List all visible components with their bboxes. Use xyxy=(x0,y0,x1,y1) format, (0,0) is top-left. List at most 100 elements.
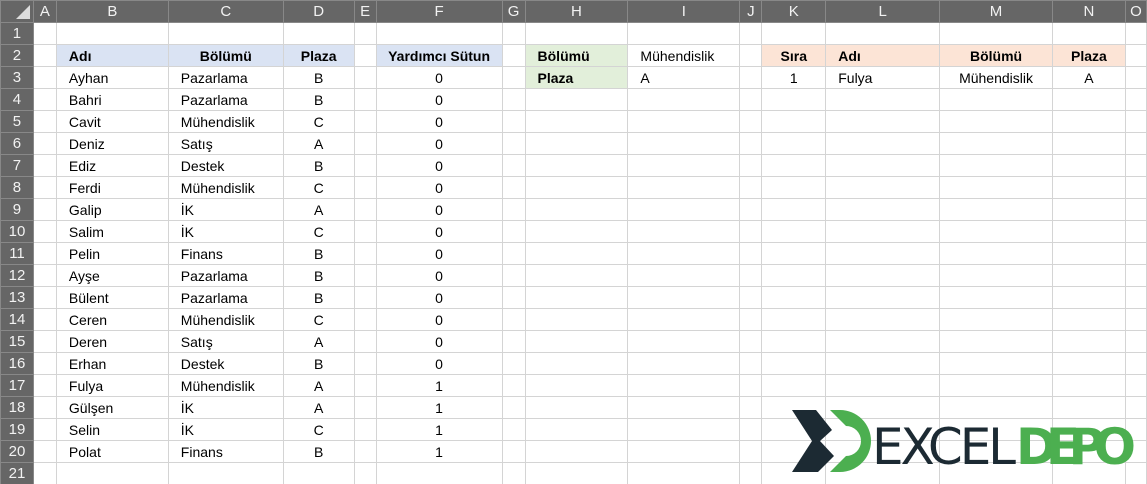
cell-L5[interactable] xyxy=(825,110,941,133)
cell-E14[interactable] xyxy=(353,308,377,331)
cell-M8[interactable] xyxy=(939,176,1053,199)
cell-K9[interactable] xyxy=(761,198,827,221)
cell-N8[interactable] xyxy=(1051,176,1126,199)
cell-M6[interactable] xyxy=(939,132,1053,155)
cell-M10[interactable] xyxy=(939,220,1053,243)
cell-D19[interactable]: C xyxy=(282,418,355,441)
row-header-13[interactable]: 13 xyxy=(0,286,34,309)
row-header-18[interactable]: 18 xyxy=(0,396,34,419)
cell-K12[interactable] xyxy=(761,264,827,287)
cell-F10[interactable]: 0 xyxy=(375,220,503,243)
cell-N6[interactable] xyxy=(1051,132,1126,155)
cell-L7[interactable] xyxy=(825,154,941,177)
row-header-8[interactable]: 8 xyxy=(0,176,34,199)
cell-D12[interactable]: B xyxy=(282,264,355,287)
cell-F15[interactable]: 0 xyxy=(375,330,503,353)
cell-C19[interactable]: İK xyxy=(167,418,284,441)
cell-C11[interactable]: Finans xyxy=(167,242,284,265)
row-header-10[interactable]: 10 xyxy=(0,220,34,243)
cell-H15[interactable] xyxy=(524,330,629,353)
cell-O4[interactable] xyxy=(1124,88,1147,111)
cell-H18[interactable] xyxy=(524,396,629,419)
cell-C10[interactable]: İK xyxy=(167,220,284,243)
row-header-3[interactable]: 3 xyxy=(0,66,34,89)
cell-E8[interactable] xyxy=(353,176,377,199)
cell-B18[interactable]: Gülşen xyxy=(55,396,169,419)
cell-J4[interactable] xyxy=(739,88,763,111)
cell-J11[interactable] xyxy=(739,242,763,265)
column-header-J[interactable]: J xyxy=(739,0,763,23)
cell-B9[interactable]: Galip xyxy=(55,198,169,221)
cell-J2[interactable] xyxy=(739,44,763,67)
cell-F3[interactable]: 0 xyxy=(375,66,503,89)
cell-H9[interactable] xyxy=(524,198,629,221)
cell-N17[interactable] xyxy=(1051,374,1126,397)
cell-M1[interactable] xyxy=(939,22,1053,45)
cell-F19[interactable]: 1 xyxy=(375,418,503,441)
column-header-E[interactable]: E xyxy=(353,0,377,23)
cell-M14[interactable] xyxy=(939,308,1053,331)
cell-H11[interactable] xyxy=(524,242,629,265)
cell-F20[interactable]: 1 xyxy=(375,440,503,463)
cell-D21[interactable] xyxy=(282,462,355,484)
cell-I20[interactable] xyxy=(627,440,741,463)
cell-L13[interactable] xyxy=(825,286,941,309)
cell-I11[interactable] xyxy=(627,242,741,265)
cell-G9[interactable] xyxy=(501,198,526,221)
cell-H8[interactable] xyxy=(524,176,629,199)
cell-H21[interactable] xyxy=(524,462,629,484)
cell-E11[interactable] xyxy=(353,242,377,265)
column-header-B[interactable]: B xyxy=(55,0,169,23)
cell-L2[interactable]: Adı xyxy=(825,44,941,67)
row-header-9[interactable]: 9 xyxy=(0,198,34,221)
cell-B12[interactable]: Ayşe xyxy=(55,264,169,287)
cell-A17[interactable] xyxy=(32,374,57,397)
cell-F11[interactable]: 0 xyxy=(375,242,503,265)
cell-B15[interactable]: Deren xyxy=(55,330,169,353)
cell-A15[interactable] xyxy=(32,330,57,353)
cell-J18[interactable] xyxy=(739,396,763,419)
cell-K8[interactable] xyxy=(761,176,827,199)
cell-C2[interactable]: Bölümü xyxy=(167,44,284,67)
cell-H12[interactable] xyxy=(524,264,629,287)
cell-H3[interactable]: Plaza xyxy=(524,66,629,89)
cell-C16[interactable]: Destek xyxy=(167,352,284,375)
cell-D3[interactable]: B xyxy=(282,66,355,89)
cell-B4[interactable]: Bahri xyxy=(55,88,169,111)
cell-B20[interactable]: Polat xyxy=(55,440,169,463)
cell-N15[interactable] xyxy=(1051,330,1126,353)
cell-E18[interactable] xyxy=(353,396,377,419)
cell-I1[interactable] xyxy=(627,22,741,45)
cell-F13[interactable]: 0 xyxy=(375,286,503,309)
cell-N9[interactable] xyxy=(1051,198,1126,221)
cell-C9[interactable]: İK xyxy=(167,198,284,221)
cell-B19[interactable]: Selin xyxy=(55,418,169,441)
cell-A14[interactable] xyxy=(32,308,57,331)
cell-G17[interactable] xyxy=(501,374,526,397)
cell-K13[interactable] xyxy=(761,286,827,309)
cell-G16[interactable] xyxy=(501,352,526,375)
cell-L9[interactable] xyxy=(825,198,941,221)
cell-L11[interactable] xyxy=(825,242,941,265)
cell-G20[interactable] xyxy=(501,440,526,463)
cell-I17[interactable] xyxy=(627,374,741,397)
cell-A21[interactable] xyxy=(32,462,57,484)
cell-J19[interactable] xyxy=(739,418,763,441)
cell-C15[interactable]: Satış xyxy=(167,330,284,353)
column-header-O[interactable]: O xyxy=(1124,0,1147,23)
cell-J15[interactable] xyxy=(739,330,763,353)
cell-D15[interactable]: A xyxy=(282,330,355,353)
cell-I8[interactable] xyxy=(627,176,741,199)
cell-D4[interactable]: B xyxy=(282,88,355,111)
cell-G8[interactable] xyxy=(501,176,526,199)
cell-I15[interactable] xyxy=(627,330,741,353)
column-header-I[interactable]: I xyxy=(627,0,741,23)
cell-J14[interactable] xyxy=(739,308,763,331)
cell-M16[interactable] xyxy=(939,352,1053,375)
cell-J17[interactable] xyxy=(739,374,763,397)
cell-F4[interactable]: 0 xyxy=(375,88,503,111)
cell-E2[interactable] xyxy=(353,44,377,67)
row-header-6[interactable]: 6 xyxy=(0,132,34,155)
cell-O2[interactable] xyxy=(1124,44,1147,67)
cell-L3[interactable]: Fulya xyxy=(825,66,941,89)
